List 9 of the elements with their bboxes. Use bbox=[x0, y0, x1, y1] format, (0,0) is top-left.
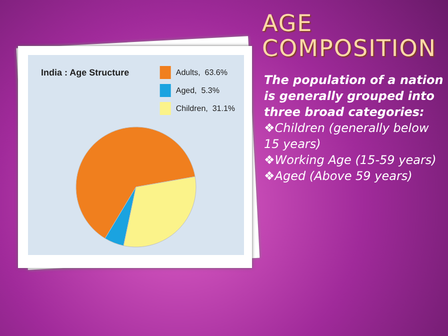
legend-label: Adults, 63.6% bbox=[176, 68, 228, 77]
chart-title: India : Age Structure bbox=[41, 68, 130, 78]
text: ❖Aged (Above 59 years) bbox=[264, 168, 414, 184]
legend-label: Aged, 5.3% bbox=[176, 86, 220, 95]
text: ❖Children (generally below 15 years) bbox=[264, 120, 430, 152]
text: The population of a nation is generally grouped into three broad categories: bbox=[264, 72, 444, 120]
text: ❖Working Age (15-59 years) bbox=[264, 152, 438, 168]
legend-label: Children, 31.1% bbox=[176, 104, 236, 113]
text: AGE COMPOSITION bbox=[262, 11, 438, 62]
